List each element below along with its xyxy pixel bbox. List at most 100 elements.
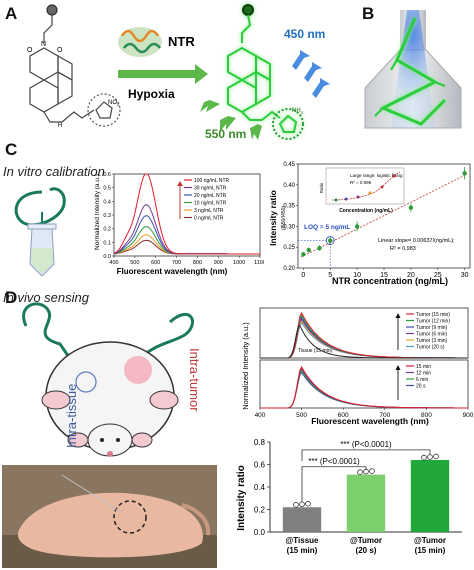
sig-bracket-outer <box>301 449 431 462</box>
d-spectra-chart: Fluorescent wavelength (nm) Normalized I… <box>241 307 474 426</box>
d-bar-category-line2: (20 s) <box>356 546 377 555</box>
d-spec-ylabel: Normalized Intensity (a.u.) <box>241 322 250 410</box>
panel-label-a: A <box>5 4 18 23</box>
d-spec-arrow-head <box>395 313 401 318</box>
d-spec-xtick-label: 700 <box>379 412 390 419</box>
d-bar-point <box>433 453 439 460</box>
amine-sub: 2 <box>301 110 304 115</box>
d-bar-point <box>305 500 311 507</box>
mouse-eye-r <box>116 438 120 442</box>
emission-arrows-b-icon <box>374 59 446 117</box>
atom-h1: H <box>58 123 62 129</box>
c-cal-ytick-label: 0.45 <box>283 162 295 168</box>
reaction-arrow-icon <box>118 64 208 84</box>
c-spec-series-line <box>113 215 260 255</box>
c-cal-fit-line <box>300 173 468 258</box>
fiber-right <box>136 312 195 363</box>
d-bar-rect <box>282 507 322 532</box>
c-spec-series-line <box>113 226 260 255</box>
d-spec-legend-label: Tumor (9 min) <box>416 325 448 331</box>
d-spec-legend-label: Tumor (3 min) <box>416 338 448 344</box>
inset-ylabel: Ratio <box>319 182 324 193</box>
emission-label: 550 nm <box>205 127 246 140</box>
c-spec-ytick-label: 0.6 <box>103 172 111 178</box>
c-cal-point <box>328 238 333 243</box>
ntr-protein-icon <box>118 27 162 57</box>
d-bar-ytick-label: 0.2 <box>254 506 266 515</box>
c-cal-point <box>462 170 467 176</box>
c-cal-ytick-label: 0.20 <box>283 266 295 272</box>
d-spec-legend-label: 15 min <box>416 364 431 370</box>
d-spec-series-line <box>260 371 468 409</box>
d-spec-series-line <box>260 369 468 409</box>
c-spec-ytick-label: 0.5 <box>103 186 111 192</box>
mouse-photo <box>2 465 217 568</box>
c-cal-point <box>317 245 322 251</box>
c-spec-xtick-label: 500 <box>130 260 139 266</box>
c-spec-ytick-label: 0.3 <box>103 213 111 219</box>
d-spec-xtick-label: 500 <box>296 412 307 419</box>
d-bar-chart: Intensity ratio 0.00.20.40.60.8@Tissue(1… <box>236 438 462 555</box>
atom-o2: O <box>57 47 63 54</box>
linear-r2-label: R² = 0.983 <box>390 246 416 252</box>
d-spec-series-line <box>260 366 468 409</box>
panel-label-d: D <box>5 288 18 307</box>
fiber-loop <box>14 187 66 227</box>
tumor-site <box>124 356 152 384</box>
d-bar-ytick-label: 0.0 <box>254 528 266 537</box>
c-spec-ylabel: Normalized Intensity (a.u.) <box>94 174 101 250</box>
panel-a-scheme: O O N H NO 2 NTR Hypoxia NH 2 450 nm <box>27 4 330 140</box>
c-cal-ytick-label: 0.30 <box>283 224 295 230</box>
d-bar-point <box>357 469 363 475</box>
loq-label: LOQ = 5 ng/mL <box>304 224 350 231</box>
c-spec-legend-label: 10 ng/mL NTR <box>194 201 227 207</box>
c-cal-ylabel-sub: (I550/I450) <box>281 206 287 231</box>
c-cal-ytick-label: 0.40 <box>283 183 295 189</box>
c-spec-xtick-label: 900 <box>214 260 223 266</box>
c-cal-xtick-label: 25 <box>434 272 442 279</box>
loq-circle <box>325 236 335 245</box>
tube-cap <box>27 223 57 230</box>
photo-fiber-line <box>61 474 123 514</box>
inset-title: Large range: logistic fitting <box>350 173 403 178</box>
mouse-foot-r <box>131 432 153 448</box>
inset-points <box>334 174 396 202</box>
emission-arrows-icon <box>200 100 262 140</box>
excitation-label: 450 nm <box>284 27 325 41</box>
c-spec-series-line <box>114 239 260 255</box>
d-bar-category-line1: @Tumor <box>414 536 446 545</box>
d-spec-tissue-line <box>260 325 468 359</box>
c-cal-xtick-label: 15 <box>380 272 388 279</box>
c-calibration-chart: NTR concentration (ng/mL) Intensity rati… <box>268 162 471 286</box>
atom-n1: N <box>41 41 46 48</box>
c-spec-xtick-label: 700 <box>172 260 181 266</box>
amine-label: NH <box>292 108 301 114</box>
c-cal-xtick-label: 0 <box>301 272 305 279</box>
d-spec-xtick-label: 900 <box>463 412 474 419</box>
c-spec-xtick-label: 800 <box>193 260 202 266</box>
ntr-label: NTR <box>168 34 195 49</box>
d-spec-legend-label: 6 min <box>416 377 428 383</box>
c-spec-legend-label: 3 ng/mL NTR <box>194 208 224 214</box>
mouse-nose <box>107 451 113 457</box>
d-bar-category-line1: @Tumor <box>350 536 382 545</box>
c-cal-xlabel: NTR concentration (ng/mL) <box>332 276 448 286</box>
c-cal-point <box>408 205 414 210</box>
probe-molecule <box>29 4 121 127</box>
d-spec-xtick-label: 400 <box>255 412 266 419</box>
panel-label-c: C <box>5 140 18 159</box>
d-bar-point <box>293 502 299 508</box>
d-bar-rect <box>410 460 450 532</box>
linear-slope-label: Linear slope= 0.00637/(ng/mL); <box>378 238 455 244</box>
atom-o1: O <box>27 47 33 54</box>
c-spec-arrow-head <box>177 181 183 186</box>
panel-d-title: In vivo sensing <box>3 290 89 305</box>
sig-label-inner: *** (P<0.0001) <box>308 457 360 466</box>
c-cal-ylabel: Intensity ratio <box>268 190 278 246</box>
c-cal-point <box>301 252 306 257</box>
tissue-curve-label: Tissue (15 min) <box>298 348 333 354</box>
d-spec-legend-label: Tumor (12 min) <box>416 319 450 325</box>
c-cal-ytick-label: 0.35 <box>283 204 295 210</box>
c-spec-xtick-label: 1000 <box>233 260 245 266</box>
d-spec-arrow-head <box>395 365 401 370</box>
